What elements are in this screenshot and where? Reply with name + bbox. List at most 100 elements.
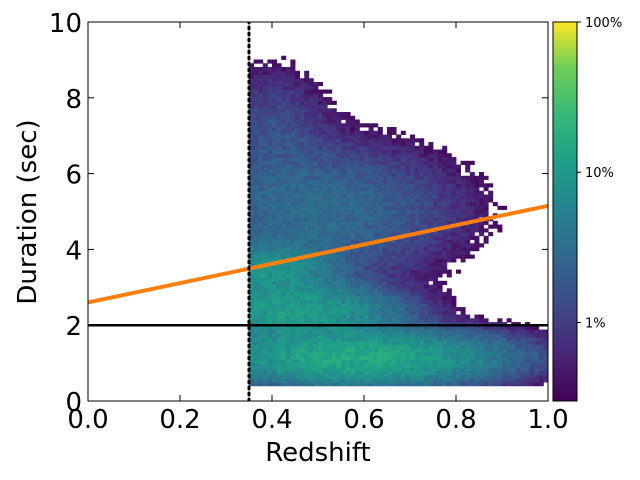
heatmap-cell bbox=[350, 269, 356, 274]
heatmap-cell bbox=[350, 299, 356, 304]
heatmap-cell bbox=[295, 374, 300, 379]
heatmap-cell bbox=[281, 307, 287, 312]
heatmap-cell bbox=[465, 168, 471, 173]
heatmap-cell bbox=[341, 310, 346, 315]
heatmap-cell bbox=[488, 367, 494, 372]
heatmap-cell bbox=[272, 119, 277, 124]
heatmap-cell bbox=[442, 235, 448, 240]
heatmap-cell bbox=[469, 329, 475, 334]
heatmap-cell bbox=[318, 142, 323, 147]
heatmap-cell bbox=[359, 198, 365, 203]
heatmap-cell bbox=[364, 209, 369, 214]
heatmap-cell bbox=[410, 149, 415, 154]
heatmap-cell bbox=[433, 382, 438, 387]
heatmap-cell bbox=[313, 168, 319, 173]
heatmap-cell bbox=[437, 202, 443, 207]
heatmap-cell bbox=[285, 277, 291, 282]
heatmap-cell bbox=[405, 224, 411, 229]
heatmap-cell bbox=[377, 310, 383, 315]
heatmap-cell bbox=[249, 89, 254, 94]
heatmap-cell bbox=[359, 160, 365, 165]
heatmap-cell bbox=[290, 363, 296, 368]
heatmap-cell bbox=[262, 280, 268, 285]
heatmap-cell bbox=[451, 348, 457, 353]
heatmap-cell bbox=[299, 258, 305, 263]
heatmap-cell bbox=[520, 333, 526, 338]
heatmap-cell bbox=[253, 74, 259, 79]
heatmap-cell bbox=[465, 235, 471, 240]
heatmap-cell bbox=[502, 348, 507, 353]
heatmap-cell bbox=[290, 153, 296, 158]
heatmap-cell bbox=[313, 340, 319, 345]
heatmap-cell bbox=[382, 168, 388, 173]
heatmap-cell bbox=[442, 363, 448, 368]
heatmap-cell bbox=[428, 329, 434, 334]
heatmap-cell bbox=[281, 168, 287, 173]
heatmap-cell bbox=[341, 265, 346, 270]
heatmap-cell bbox=[281, 190, 287, 195]
heatmap-cell bbox=[400, 179, 406, 184]
heatmap-cell bbox=[276, 269, 282, 274]
heatmap-cell bbox=[483, 374, 489, 379]
heatmap-cell bbox=[262, 374, 268, 379]
heatmap-cell bbox=[262, 258, 268, 263]
heatmap-cell bbox=[285, 247, 291, 252]
heatmap-cell bbox=[336, 318, 342, 323]
heatmap-cell bbox=[258, 134, 264, 139]
heatmap-cell bbox=[456, 254, 461, 259]
heatmap-cell bbox=[290, 93, 296, 98]
heatmap-cell bbox=[382, 258, 388, 263]
heatmap-cell bbox=[414, 247, 420, 252]
heatmap-cell bbox=[354, 160, 360, 165]
heatmap-cell bbox=[359, 355, 365, 360]
heatmap-cell bbox=[506, 318, 512, 323]
heatmap-cell bbox=[382, 138, 388, 143]
heatmap-cell bbox=[359, 367, 365, 372]
heatmap-cell bbox=[387, 254, 392, 259]
heatmap-cell bbox=[267, 303, 273, 308]
heatmap-cell bbox=[331, 145, 337, 150]
heatmap-cell bbox=[308, 280, 314, 285]
heatmap-cell bbox=[419, 288, 425, 293]
heatmap-cell bbox=[350, 303, 356, 308]
heatmap-cell bbox=[465, 202, 471, 207]
heatmap-cell bbox=[433, 352, 438, 357]
heatmap-cell bbox=[442, 329, 448, 334]
heatmap-cell bbox=[382, 295, 388, 300]
heatmap-cell bbox=[419, 168, 425, 173]
heatmap-cell bbox=[308, 172, 314, 177]
heatmap-cell bbox=[428, 370, 434, 375]
heatmap-cell bbox=[460, 179, 466, 184]
heatmap-cell bbox=[281, 100, 287, 105]
heatmap-cell bbox=[460, 235, 466, 240]
heatmap-cell bbox=[272, 205, 277, 210]
heatmap-cell bbox=[451, 243, 457, 248]
heatmap-cell bbox=[400, 172, 406, 177]
heatmap-cell bbox=[354, 224, 360, 229]
heatmap-cell bbox=[451, 194, 457, 199]
heatmap-cell bbox=[249, 138, 254, 143]
heatmap-cell bbox=[382, 198, 388, 203]
heatmap-cell bbox=[354, 220, 360, 225]
heatmap-cell bbox=[437, 307, 443, 312]
heatmap-cell bbox=[387, 134, 392, 139]
heatmap-cell bbox=[469, 224, 475, 229]
heatmap-cell bbox=[331, 183, 337, 188]
heatmap-cell bbox=[262, 344, 268, 349]
heatmap-cell bbox=[465, 247, 471, 252]
heatmap-cell bbox=[249, 97, 254, 102]
heatmap-cell bbox=[295, 115, 300, 120]
heatmap-cell bbox=[354, 250, 360, 255]
heatmap-cell bbox=[267, 153, 273, 158]
heatmap-cell bbox=[405, 307, 411, 312]
heatmap-cell bbox=[272, 104, 277, 109]
heatmap-cell bbox=[249, 127, 254, 132]
heatmap-cell bbox=[350, 228, 356, 233]
heatmap-cell bbox=[368, 370, 374, 375]
heatmap-cell bbox=[285, 175, 291, 180]
heatmap-cell bbox=[322, 359, 328, 364]
heatmap-cell bbox=[322, 205, 328, 210]
heatmap-cell bbox=[387, 198, 392, 203]
heatmap-cell bbox=[267, 355, 273, 360]
heatmap-cell bbox=[433, 190, 438, 195]
